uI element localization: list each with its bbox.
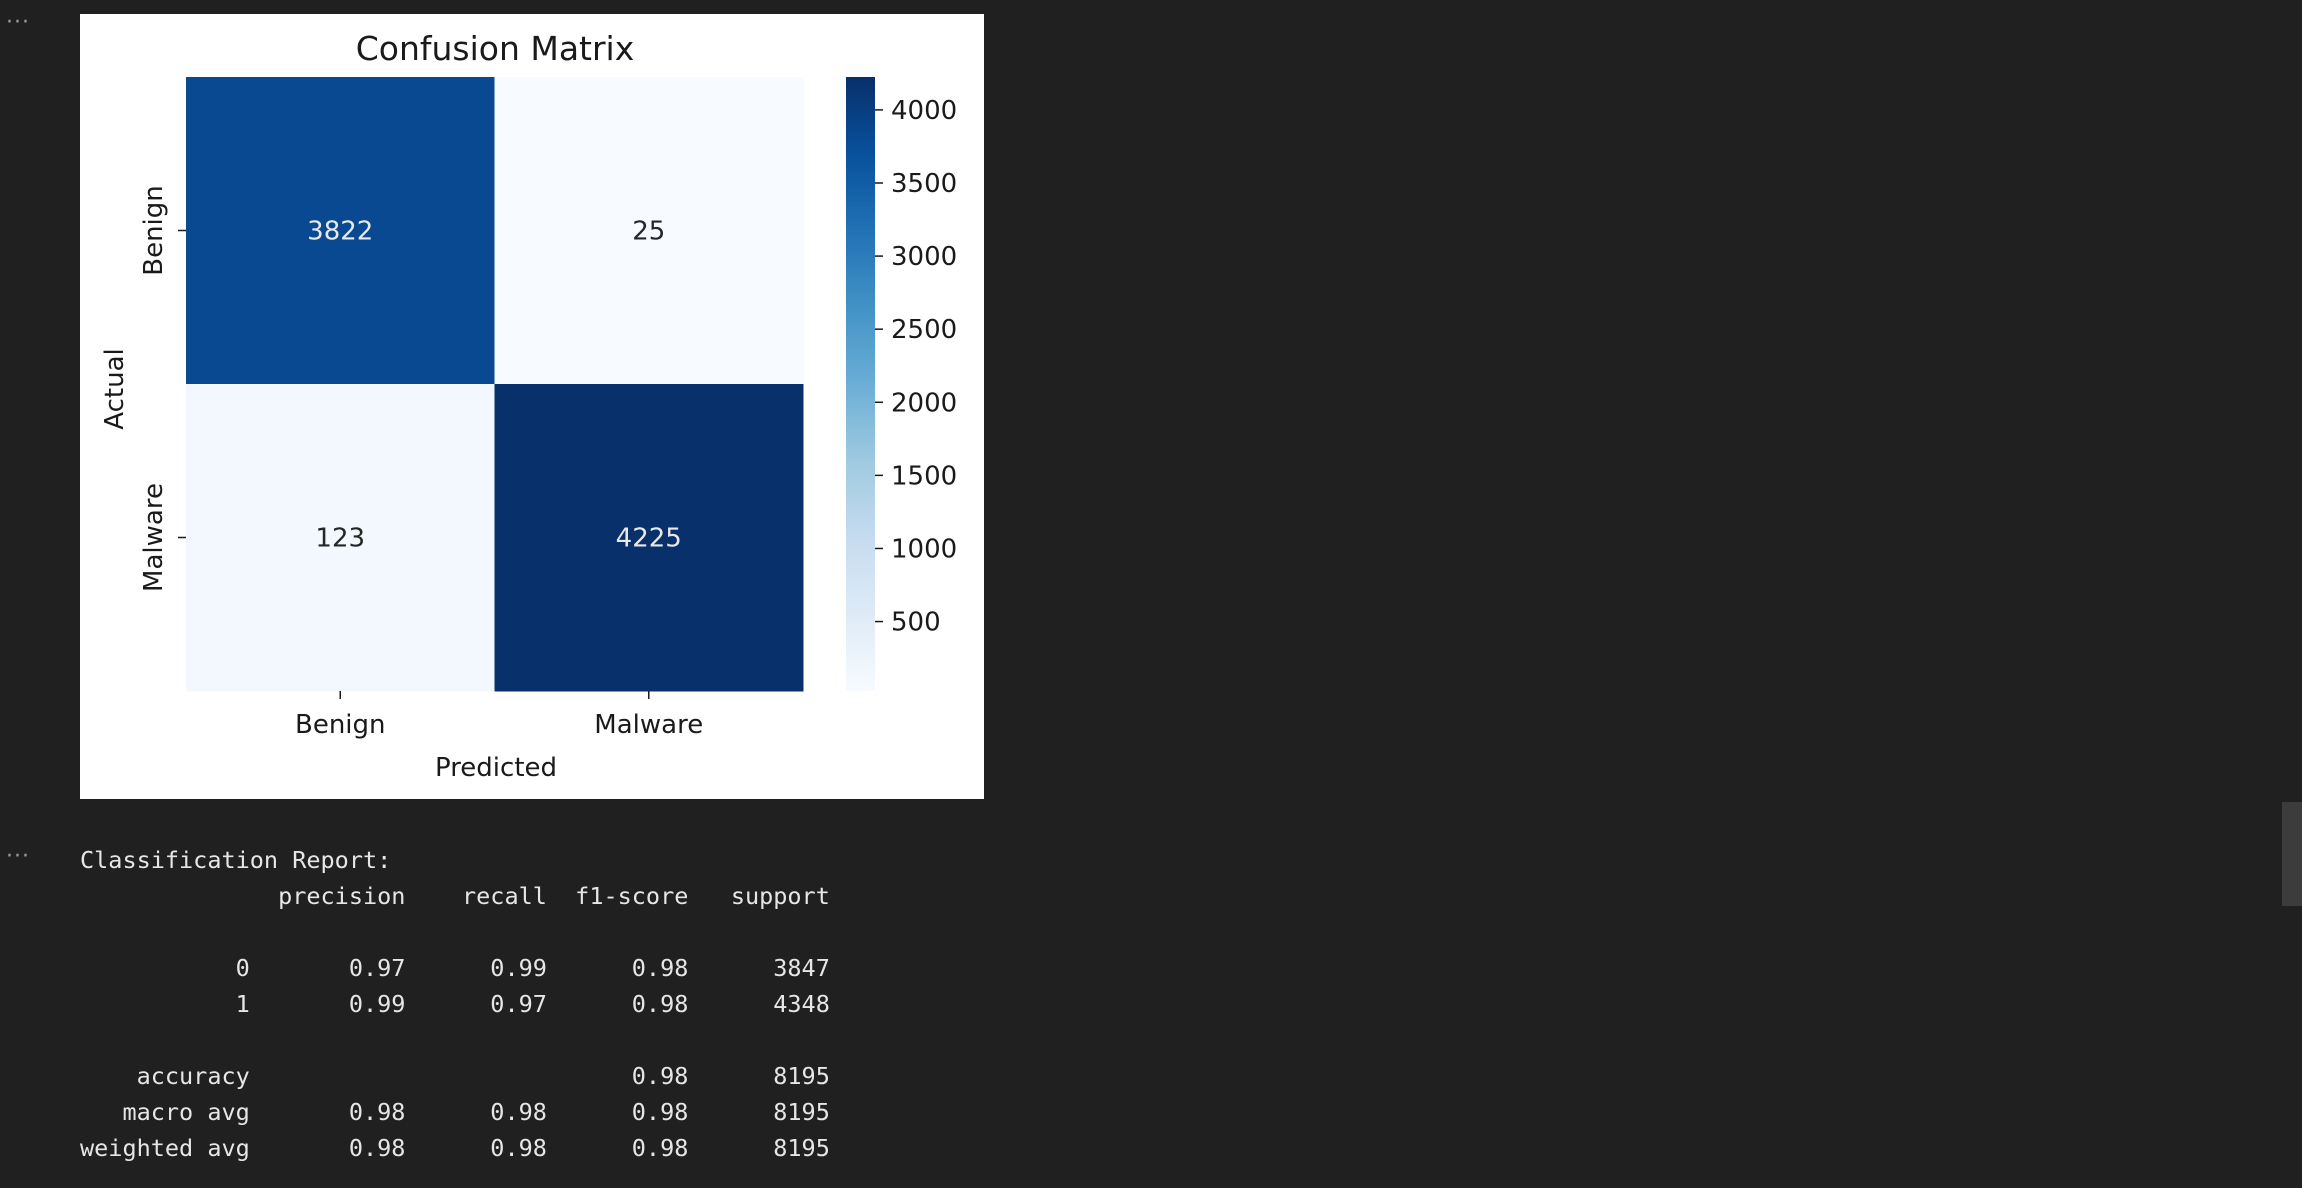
- colorbar-ticks: 500 1000 1500 2000 2500 3000 3500 4000: [875, 96, 957, 638]
- chart-title: Confusion Matrix: [356, 29, 635, 68]
- x-axis: Benign Malware: [295, 691, 703, 740]
- y-axis-label: Actual: [100, 348, 130, 429]
- colorbar-tick-label: 3500: [891, 169, 957, 199]
- colorbar-tick-label: 1500: [891, 461, 957, 491]
- cell-output-menu-icon[interactable]: ···: [6, 844, 30, 869]
- report-line: accuracy 0.98 8195: [80, 1062, 830, 1090]
- heatmap-cells: [186, 77, 804, 692]
- report-line: weighted avg 0.98 0.98 0.98 8195: [80, 1134, 830, 1162]
- report-line: [80, 914, 830, 950]
- cell-output-menu-icon[interactable]: ···: [6, 10, 30, 35]
- x-axis-label: Predicted: [435, 753, 557, 783]
- x-tick-label: Benign: [295, 710, 386, 740]
- heatmap-cell: [494, 77, 804, 385]
- y-axis: Benign Malware: [139, 185, 186, 592]
- confusion-matrix-figure: Confusion Matrix 3822 25 123 4225 Benign Mal…: [80, 14, 984, 799]
- classification-report: Classification Report: precision recall …: [80, 842, 830, 1166]
- heatmap-cell: [186, 77, 495, 385]
- colorbar-tick-label: 2500: [891, 315, 957, 345]
- heatmap-cell: [186, 384, 495, 692]
- colorbar-tick-label: 1000: [891, 534, 957, 564]
- cell-value-label: 123: [315, 524, 365, 554]
- colorbar-tick-label: 3000: [891, 242, 957, 272]
- colorbar: [846, 77, 875, 691]
- report-line: 0 0.97 0.99 0.98 3847: [80, 954, 830, 982]
- y-tick-label: Malware: [139, 483, 169, 592]
- x-tick-label: Malware: [594, 710, 703, 740]
- heatmap-annotations: 3822 25 123 4225: [307, 217, 682, 554]
- cell-value-label: 25: [632, 217, 665, 247]
- colorbar-tick-label: 500: [891, 608, 941, 638]
- report-line: precision recall f1-score support: [80, 882, 830, 910]
- cell-value-label: 4225: [616, 524, 682, 554]
- report-line: Classification Report:: [80, 846, 392, 874]
- cell-value-label: 3822: [307, 217, 373, 247]
- y-tick-label: Benign: [139, 185, 169, 276]
- report-line: [80, 1022, 830, 1058]
- heatmap-cell: [494, 384, 804, 692]
- confusion-matrix-chart: Confusion Matrix 3822 25 123 4225 Benign Mal…: [100, 29, 957, 783]
- colorbar-tick-label: 2000: [891, 388, 957, 418]
- colorbar-tick-label: 4000: [891, 96, 957, 126]
- report-line: 1 0.99 0.97 0.98 4348: [80, 990, 830, 1018]
- report-line: macro avg 0.98 0.98 0.98 8195: [80, 1098, 830, 1126]
- scrollbar-thumb[interactable]: [2282, 802, 2302, 906]
